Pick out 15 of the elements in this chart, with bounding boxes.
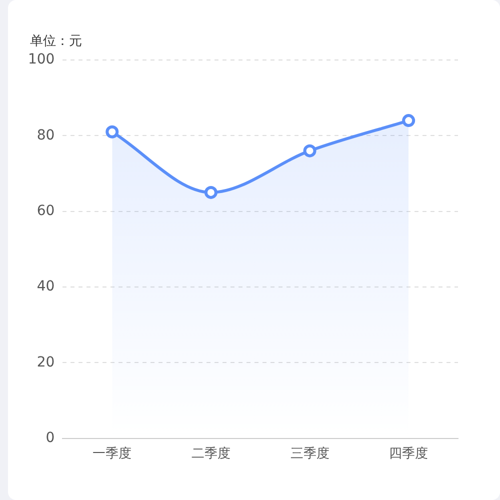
x-tick-label: 三季度 — [290, 446, 330, 462]
y-tick-label: 20 — [36, 354, 55, 370]
y-tick-label: 100 — [28, 52, 55, 68]
point — [106, 125, 119, 138]
y-tick-label: 60 — [36, 203, 55, 219]
y-tick-label: 0 — [46, 430, 55, 446]
point — [402, 114, 416, 128]
x-tick-label: 一季度 — [92, 446, 132, 462]
y-axis-title: 单位：元 — [30, 34, 82, 49]
y-tick-label: 40 — [36, 278, 55, 295]
y-tick-label: 80 — [36, 127, 55, 144]
point — [204, 186, 218, 199]
x-tick-label: 四季度 — [389, 446, 428, 462]
x-tick-label: 二季度 — [191, 446, 230, 462]
point — [303, 144, 316, 158]
